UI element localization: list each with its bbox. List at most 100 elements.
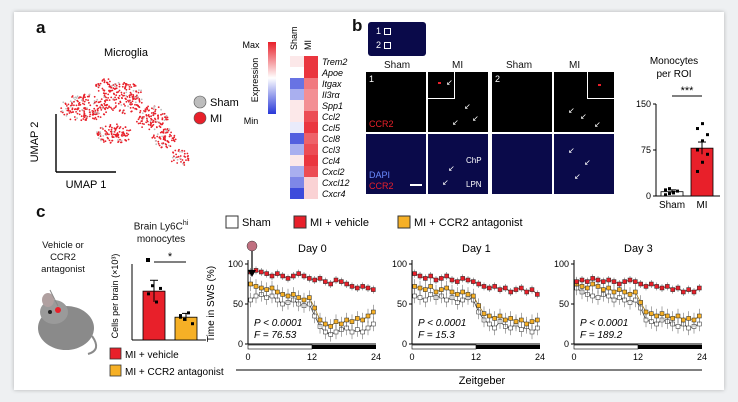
umap-point	[71, 95, 74, 97]
sws-point	[606, 277, 611, 283]
sws-point	[248, 297, 253, 303]
umap-ylabel: UMAP 2	[29, 122, 41, 163]
sws-point	[285, 276, 291, 281]
brain-chart-title-2: monocytes	[136, 234, 186, 246]
sws-point	[529, 319, 535, 324]
umap-point	[114, 102, 117, 104]
umap-point	[181, 151, 184, 153]
heatmap-cell-mi	[304, 177, 318, 188]
umap-point	[163, 112, 166, 115]
umap-point	[147, 114, 150, 116]
sws-point	[481, 284, 487, 289]
umap-point	[133, 98, 135, 100]
brain-point	[179, 314, 182, 318]
sws-point	[328, 324, 333, 329]
umap-point	[154, 110, 157, 113]
umap-point	[107, 83, 109, 86]
umap-point	[144, 110, 147, 113]
umap-point	[153, 105, 156, 108]
umap-point	[123, 112, 126, 115]
sws-point	[428, 284, 433, 289]
umap-point	[164, 139, 167, 142]
umap-point	[126, 129, 128, 132]
umap-point	[174, 149, 177, 152]
umap-point	[149, 124, 152, 127]
roi-label-1: 1	[376, 26, 382, 36]
umap-point	[162, 128, 165, 131]
umap-point	[107, 137, 109, 140]
sws-point	[412, 271, 417, 276]
umap-point	[122, 132, 125, 135]
umap-title: Microglia	[104, 47, 149, 59]
umap-point	[104, 129, 106, 132]
top-legend: Sham MI + vehicle MI + CCR2 antagonist	[225, 215, 523, 229]
arrow-icon: ↙	[568, 146, 575, 155]
umap-point	[97, 107, 100, 110]
sws-point	[681, 317, 686, 323]
umap-point	[186, 155, 189, 158]
sws-point	[643, 309, 649, 315]
roi-point	[668, 187, 671, 191]
roi-category-label: Sham	[659, 200, 685, 211]
sws-point	[307, 276, 312, 281]
umap-point	[157, 140, 160, 143]
umap-point	[115, 87, 118, 90]
umap-point	[133, 85, 135, 87]
umap-point	[149, 121, 152, 124]
brain-point	[191, 322, 194, 326]
sws-point	[665, 313, 670, 319]
sws-series-line	[250, 269, 374, 290]
sws-point	[449, 289, 455, 295]
umap-point	[67, 103, 70, 106]
umap-point	[106, 107, 109, 110]
umap-point	[85, 117, 88, 120]
umap-point	[122, 83, 125, 86]
legend-swatch-sham	[193, 95, 207, 109]
umap-point	[134, 103, 136, 106]
umap-point	[107, 78, 110, 80]
umap-point	[125, 91, 128, 94]
treatment-line-2: CCR2	[50, 252, 76, 263]
brain-point	[147, 292, 150, 296]
sws-point	[253, 293, 259, 299]
sws-ytick-label: 50	[559, 299, 569, 309]
sws-ytick-label: 50	[397, 299, 407, 309]
umap-point	[119, 126, 122, 128]
sws-point	[291, 292, 296, 297]
umap-point	[117, 102, 120, 105]
sws-point	[590, 293, 595, 299]
umap-point	[120, 104, 123, 106]
umap-point	[105, 131, 108, 133]
umap-point	[181, 159, 184, 161]
sws-point	[487, 285, 492, 291]
umap-point	[132, 106, 135, 109]
umap-point	[141, 112, 144, 114]
umap-point	[145, 114, 148, 116]
umap-point	[139, 115, 141, 118]
scale-label: Expression	[250, 58, 260, 103]
heatmap-cell-mi	[304, 67, 318, 78]
sws-point	[455, 279, 460, 284]
treatment-label: Vehicle or CCR2 antagonist	[28, 240, 98, 276]
panel-label-c: c	[36, 202, 46, 221]
figure: a Microglia UMAP 2 UMAP 1 Sham MI Max Mi…	[14, 12, 724, 390]
umap-point	[117, 141, 119, 144]
umap-point	[75, 104, 78, 107]
dark-phase-bar	[312, 345, 376, 349]
brain-point	[151, 284, 154, 288]
sws-point	[497, 313, 503, 319]
mi-arrow-head	[248, 270, 256, 277]
heatmap-cell-sham	[290, 188, 304, 199]
umap-point	[97, 83, 99, 85]
umap-point	[76, 117, 78, 120]
sws-point	[675, 285, 681, 291]
stain-label-ccr2-merge: CCR2	[369, 181, 394, 191]
umap-point	[129, 84, 131, 86]
umap-point	[118, 97, 120, 100]
sws-point	[579, 284, 585, 289]
umap-point	[122, 127, 124, 130]
arrow-icon: ↙	[568, 106, 575, 115]
legend-swatch-sham	[225, 215, 239, 229]
umap-point	[93, 107, 96, 110]
umap-point	[103, 141, 105, 143]
